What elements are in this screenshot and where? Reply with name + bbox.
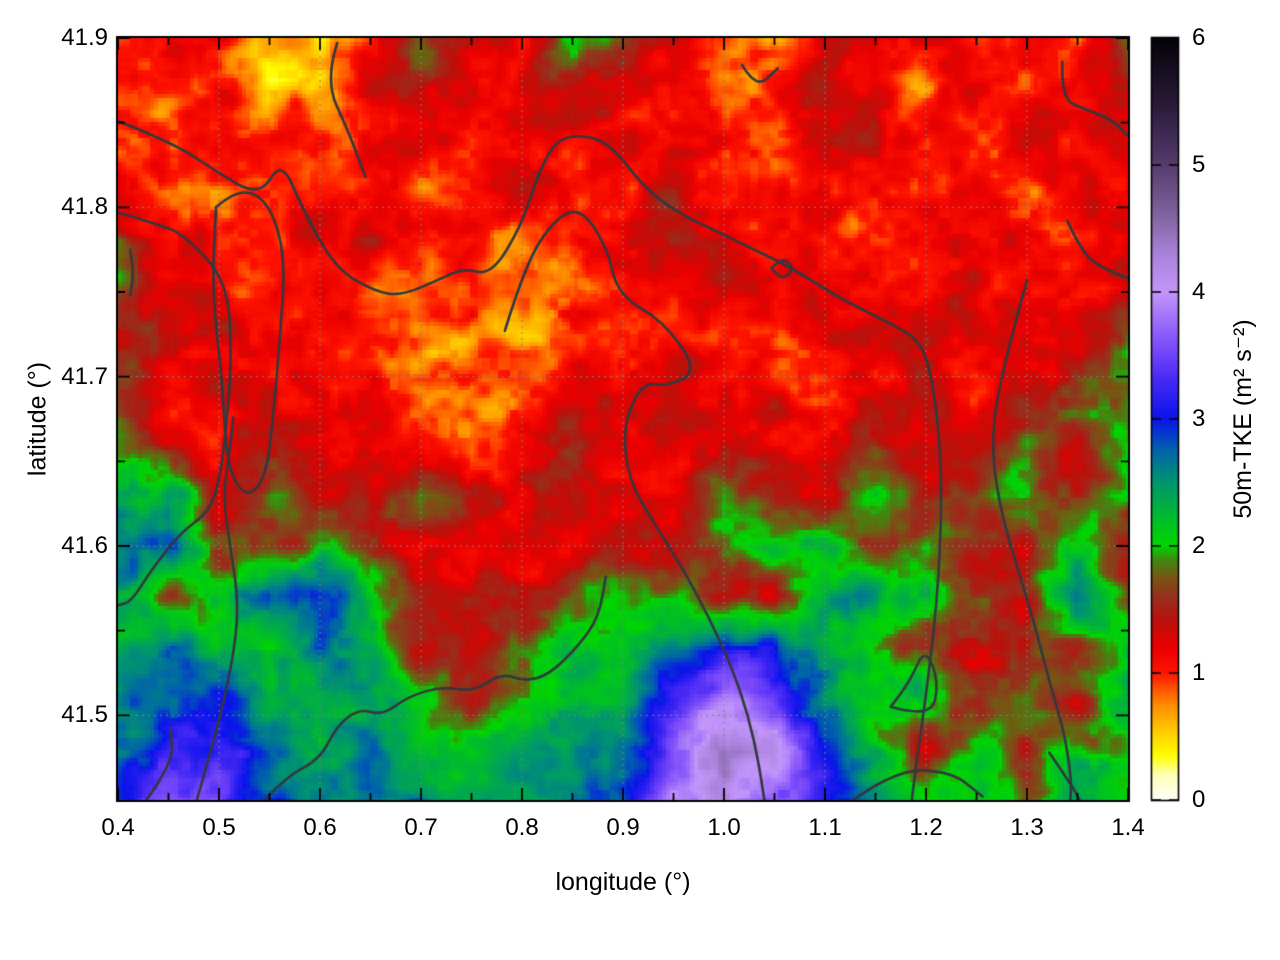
x-tick-label: 1.3 [1010, 814, 1044, 841]
x-tick-label: 0.6 [303, 814, 337, 841]
colorbar-tick-label: 3 [1192, 405, 1206, 432]
y-tick-label: 41.9 [61, 24, 108, 51]
x-tick-label: 1.0 [707, 814, 741, 841]
colorbar-tick-label: 4 [1192, 278, 1206, 305]
x-tick-label: 0.4 [101, 814, 135, 841]
colorbar-label: 50m-TKE (m² s⁻²) [1229, 319, 1257, 519]
x-axis-label: longitude (°) [555, 868, 691, 896]
x-tick-label: 0.5 [202, 814, 236, 841]
y-tick-label: 41.5 [61, 701, 108, 729]
colorbar-tick-label: 6 [1192, 24, 1206, 51]
colorbar-tick-label: 1 [1192, 659, 1206, 686]
y-tick-label: 41.8 [61, 193, 108, 221]
x-tick-label: 1.4 [1111, 814, 1145, 841]
x-tick-label: 0.7 [404, 814, 438, 841]
colorbar-tick-label: 0 [1192, 786, 1206, 813]
y-tick-label: 41.7 [61, 362, 108, 390]
y-axis-label: latitude (°) [23, 361, 52, 477]
x-tick-label: 1.2 [909, 814, 943, 841]
x-tick-label: 0.9 [606, 814, 640, 841]
y-tick-label: 41.6 [61, 532, 108, 559]
colorbar-tick-label: 2 [1192, 532, 1206, 559]
colorbar-tick-label: 5 [1192, 151, 1206, 178]
x-tick-label: 0.8 [505, 814, 539, 841]
x-tick-label: 1.1 [808, 814, 842, 841]
